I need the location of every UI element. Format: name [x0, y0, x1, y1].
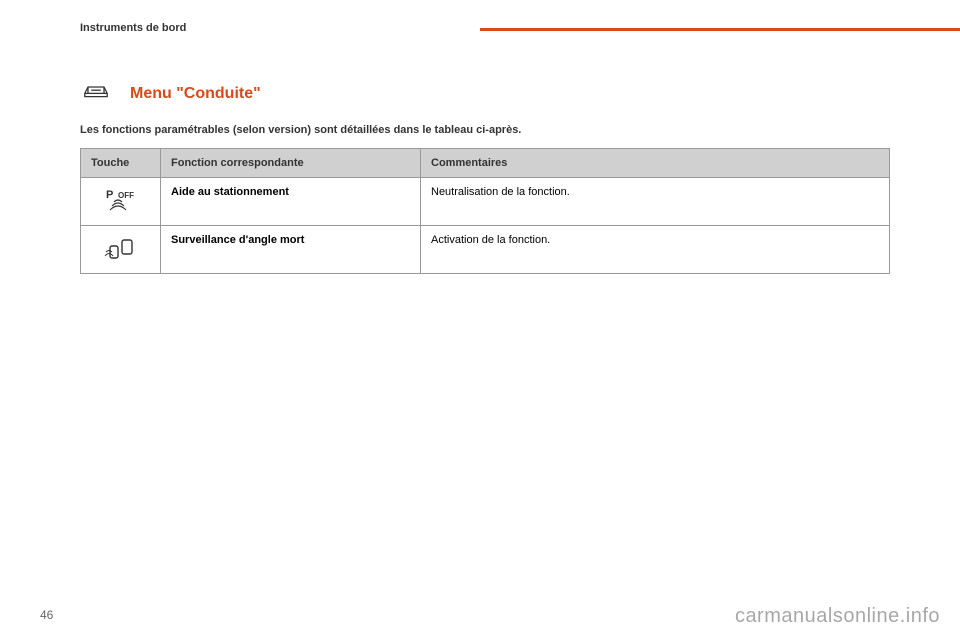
table-header-row: Touche Fonction correspondante Commentai… — [81, 149, 890, 178]
table-row: P OFF Aide au stationnement Neutralisati… — [81, 178, 890, 226]
title-row: Menu "Conduite" — [80, 80, 261, 107]
svg-text:P: P — [106, 189, 113, 201]
row2-icon-cell — [81, 226, 161, 274]
row1-fonction: Aide au stationnement — [161, 178, 421, 226]
col-header-comment: Commentaires — [421, 149, 890, 178]
page-number: 46 — [40, 608, 53, 622]
row2-comment: Activation de la fonction. — [421, 226, 890, 274]
col-header-touche: Touche — [81, 149, 161, 178]
table-row: Surveillance d'angle mort Activation de … — [81, 226, 890, 274]
row1-icon-cell: P OFF — [81, 178, 161, 226]
row1-fonction-label: Aide au stationnement — [171, 186, 289, 198]
intro-text: Les fonctions paramétrables (selon versi… — [80, 124, 521, 136]
row2-fonction-label: Surveillance d'angle mort — [171, 234, 304, 246]
col-header-fonction: Fonction correspondante — [161, 149, 421, 178]
blind-spot-icon — [104, 253, 138, 265]
row1-comment: Neutralisation de la fonction. — [421, 178, 890, 226]
watermark: carmanualsonline.info — [735, 605, 940, 628]
svg-text:OFF: OFF — [118, 191, 134, 200]
menu-title: Menu "Conduite" — [130, 85, 261, 103]
top-accent-bar — [480, 28, 960, 31]
functions-table: Touche Fonction correspondante Commentai… — [80, 148, 890, 274]
parking-off-icon: P OFF — [104, 205, 138, 217]
row2-fonction: Surveillance d'angle mort — [161, 226, 421, 274]
car-icon — [80, 80, 112, 107]
section-header: Instruments de bord — [80, 22, 186, 34]
